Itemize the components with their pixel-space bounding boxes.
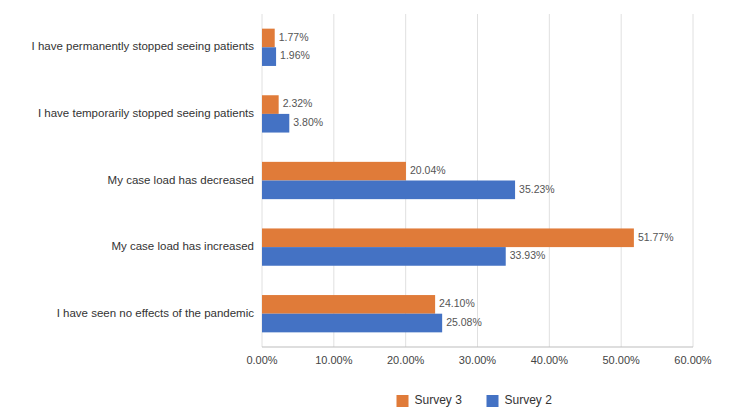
x-tick-label: 50.00% bbox=[603, 354, 641, 366]
bar bbox=[262, 47, 276, 66]
legend-label: Survey 3 bbox=[415, 393, 463, 407]
grid-line bbox=[621, 14, 622, 347]
bar bbox=[262, 95, 279, 114]
x-tick-label: 60.00% bbox=[674, 354, 712, 366]
bar bbox=[262, 247, 506, 266]
data-labels: 1.77% 2.32% 20.04% 51.77% 24.10% 1.96% 3.80% 35… bbox=[279, 31, 674, 328]
grid bbox=[262, 14, 693, 347]
x-tick-label: 20.00% bbox=[387, 354, 425, 366]
data-label: 20.04% bbox=[410, 164, 446, 176]
bar bbox=[262, 228, 634, 247]
chart-svg: 0.00% 10.00% 20.00% 30.00% 40.00% 50.00% 60.00… bbox=[0, 0, 749, 417]
data-label: 1.77% bbox=[279, 31, 309, 43]
bar bbox=[262, 114, 289, 133]
y-tick-label: I have temporarily stopped seeing patien… bbox=[38, 107, 254, 119]
data-label: 35.23% bbox=[519, 183, 555, 195]
chart-container: 0.00% 10.00% 20.00% 30.00% 40.00% 50.00% 60.00… bbox=[0, 0, 749, 417]
bars bbox=[262, 29, 634, 333]
y-tick-label: My case load has decreased bbox=[108, 174, 254, 186]
y-tick-label: I have permanently stopped seeing patien… bbox=[32, 40, 255, 52]
x-axis-line bbox=[262, 347, 693, 348]
data-label: 51.77% bbox=[638, 231, 674, 243]
grid-line bbox=[549, 14, 550, 347]
data-label: 33.93% bbox=[510, 249, 546, 261]
data-label: 24.10% bbox=[439, 297, 475, 309]
bar bbox=[262, 295, 435, 314]
x-tick-label: 40.00% bbox=[531, 354, 569, 366]
y-tick-label: I have seen no effects of the pandemic bbox=[57, 307, 255, 319]
legend-label: Survey 2 bbox=[505, 393, 553, 407]
legend-swatch bbox=[487, 395, 499, 407]
bar bbox=[262, 181, 515, 200]
legend: Survey 3 Survey 2 bbox=[397, 393, 553, 407]
y-tick-label: My case load has increased bbox=[111, 240, 254, 252]
bar bbox=[262, 29, 275, 48]
x-tick-label: 10.00% bbox=[315, 354, 353, 366]
data-label: 1.96% bbox=[280, 49, 310, 61]
grid-line bbox=[693, 14, 694, 347]
bar bbox=[262, 314, 442, 333]
x-tick-label: 30.00% bbox=[459, 354, 497, 366]
data-label: 3.80% bbox=[293, 116, 323, 128]
data-label: 25.08% bbox=[446, 316, 482, 328]
x-tick-label: 0.00% bbox=[246, 354, 277, 366]
legend-swatch bbox=[397, 395, 409, 407]
data-label: 2.32% bbox=[283, 97, 313, 109]
bar bbox=[262, 162, 406, 181]
